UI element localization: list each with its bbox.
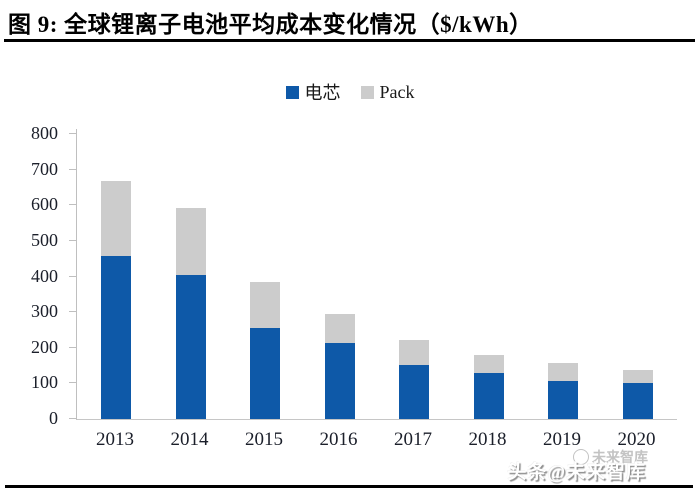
bar-2014-pack bbox=[175, 208, 206, 276]
x-axis-label-2018: 2018 bbox=[468, 429, 507, 450]
y-axis-tick bbox=[69, 346, 77, 348]
y-axis-tick bbox=[69, 418, 77, 419]
bar-2016-cell bbox=[324, 343, 355, 419]
bar-2015-pack bbox=[250, 282, 280, 329]
bar-2019-cell bbox=[548, 380, 578, 419]
legend-label-pack: Pack bbox=[379, 81, 415, 102]
y-axis-tick-label: 800 bbox=[31, 123, 58, 143]
legend-item-pack: Pack bbox=[360, 81, 415, 103]
bar-2017-cell bbox=[399, 364, 429, 419]
chart-title: 图 9: 全球锂离子电池平均成本变化情况（$/kWh） bbox=[8, 12, 533, 37]
plot-area bbox=[69, 129, 677, 420]
bar-2015-cell bbox=[250, 328, 280, 419]
y-axis-tick-label: 500 bbox=[31, 229, 58, 250]
y-axis-tick bbox=[69, 133, 77, 134]
watermark-ghost-text: 未来智库 bbox=[592, 451, 648, 466]
bar-2020-cell bbox=[622, 382, 653, 419]
y-axis-tick bbox=[69, 382, 77, 384]
y-axis-tick bbox=[69, 204, 77, 206]
legend-marker-pack-icon bbox=[360, 85, 374, 99]
bar-2017-pack bbox=[399, 340, 429, 365]
y-axis-tick-label: 400 bbox=[31, 265, 58, 286]
x-axis-label-2020: 2020 bbox=[617, 429, 656, 450]
bar-2013-pack bbox=[101, 181, 131, 256]
bar-2016-pack bbox=[324, 313, 355, 344]
x-axis-label-2015: 2015 bbox=[245, 429, 283, 450]
y-axis-tick-label: 0 bbox=[49, 408, 58, 428]
bar-2013-cell bbox=[101, 255, 131, 419]
y-axis-tick-label: 300 bbox=[31, 301, 58, 322]
y-axis-tick-label: 200 bbox=[31, 336, 58, 357]
watermark-logo-icon bbox=[573, 449, 589, 465]
y-axis-tick bbox=[69, 239, 77, 241]
watermark-ghost: 未来智库 bbox=[573, 447, 648, 467]
bar-2020-pack bbox=[622, 370, 653, 383]
y-axis-tick bbox=[69, 311, 77, 313]
legend-marker-cell-icon bbox=[285, 85, 299, 99]
bar-2018-pack bbox=[473, 354, 504, 374]
bar-2018-cell bbox=[473, 373, 504, 419]
y-axis-tick bbox=[69, 275, 77, 277]
watermark: 未来智库 头条@未来智库 bbox=[450, 447, 650, 487]
x-axis-label-2017: 2017 bbox=[394, 429, 432, 450]
legend-label-cell: 电芯 bbox=[304, 83, 341, 103]
x-axis-label-2014: 2014 bbox=[170, 429, 209, 450]
bottom-divider bbox=[5, 485, 693, 488]
y-axis-tick-label: 600 bbox=[31, 194, 58, 215]
y-axis-tick-label: 100 bbox=[31, 372, 58, 393]
bar-2019-pack bbox=[548, 363, 578, 381]
y-axis-tick-label: 700 bbox=[31, 158, 58, 179]
legend-item-cell: 电芯 bbox=[285, 79, 341, 105]
watermark-text: 头条@未来智库 bbox=[507, 462, 646, 483]
bar-2014-cell bbox=[175, 275, 206, 419]
x-axis-label-2019: 2019 bbox=[543, 429, 581, 450]
x-axis-label-2016: 2016 bbox=[319, 429, 358, 450]
y-axis-tick bbox=[69, 168, 77, 170]
title-divider bbox=[4, 39, 695, 42]
x-axis-label-2013: 2013 bbox=[96, 429, 134, 450]
legend: 电芯 Pack bbox=[0, 79, 700, 105]
